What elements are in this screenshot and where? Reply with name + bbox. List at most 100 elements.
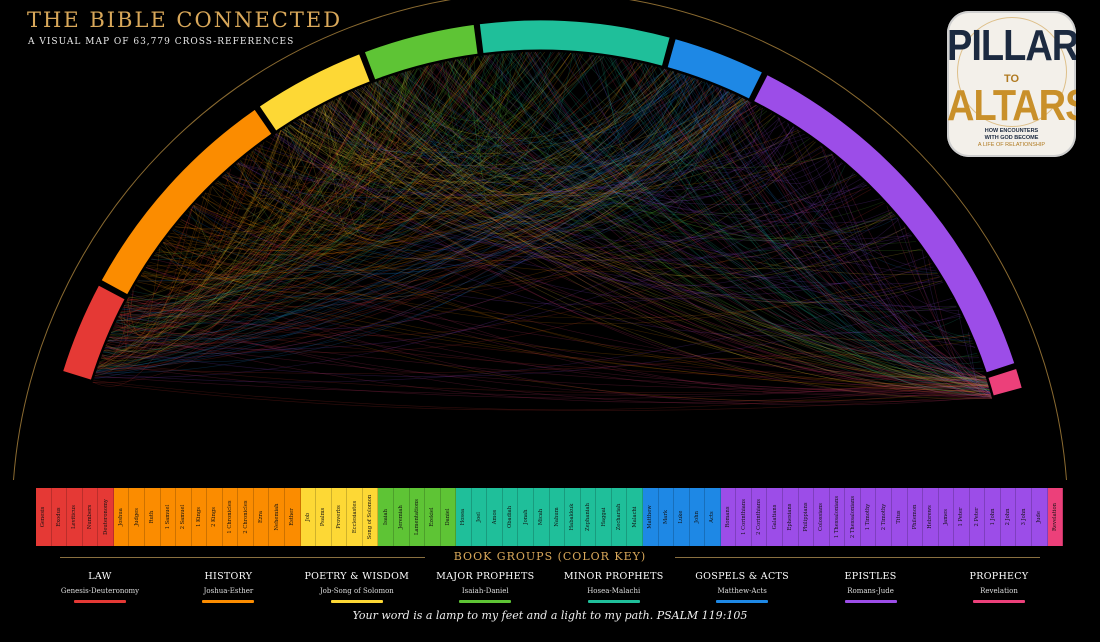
cross-reference-line — [223, 129, 800, 199]
cross-reference-line — [374, 75, 688, 218]
cross-reference-line — [401, 72, 974, 345]
cross-reference-line — [297, 119, 988, 382]
cross-reference-line — [94, 187, 212, 376]
cross-reference-line — [743, 98, 991, 393]
cross-reference-line — [338, 57, 468, 152]
cross-reference-line — [605, 56, 990, 392]
cross-reference-line — [527, 51, 992, 396]
book-strip: Genesis Exodus Leviticus Numbers Deuteronomy… — [36, 488, 1064, 546]
cross-reference-line — [610, 57, 962, 337]
cross-reference-line — [110, 132, 278, 334]
cross-reference-line — [137, 96, 740, 282]
cross-reference-line — [158, 71, 675, 279]
book-label: 2 Timothy — [880, 503, 887, 531]
cross-reference-line — [820, 145, 991, 394]
book-label: 3 John — [1020, 508, 1027, 526]
cross-reference-line — [221, 176, 957, 307]
cross-reference-line — [226, 172, 989, 387]
cross-reference-line — [449, 52, 513, 123]
cross-reference-line — [105, 61, 447, 349]
cross-reference-line — [287, 125, 989, 387]
book-cell: 2 Timothy — [876, 488, 892, 546]
cross-reference-line — [151, 258, 988, 383]
cross-reference-line — [347, 93, 992, 396]
cross-reference-line — [140, 275, 990, 402]
book-cell: 2 Kings — [207, 488, 223, 546]
key-color-swatch — [716, 600, 769, 603]
book-cell: Deuteronomy — [98, 488, 114, 546]
book-label: Jeremiah — [398, 505, 405, 529]
cross-reference-line — [216, 180, 896, 273]
cross-reference-line — [282, 98, 745, 184]
cross-reference-line — [329, 91, 730, 237]
cross-reference-line — [127, 76, 690, 325]
book-label: Jonah — [522, 509, 529, 525]
key-group-name: MAJOR PROPHETS — [436, 571, 535, 582]
cross-reference-line — [115, 64, 434, 329]
cross-reference-line — [165, 55, 485, 290]
cross-reference-line — [306, 105, 758, 170]
cross-reference-line — [671, 70, 990, 391]
cross-reference-line — [682, 74, 983, 369]
cross-reference-line — [355, 85, 715, 180]
cross-reference-line — [118, 74, 686, 324]
book-cell: 1 John — [985, 488, 1001, 546]
cross-reference-line — [236, 53, 575, 226]
cross-reference-line — [123, 87, 720, 311]
book-label: Exodus — [55, 507, 62, 527]
cross-reference-line — [120, 289, 133, 339]
book-cell: Mark — [658, 488, 675, 546]
cross-reference-line — [510, 52, 986, 379]
cross-reference-lines — [92, 51, 993, 411]
logo-tagline-1: HOW ENCOUNTERS — [984, 128, 1039, 134]
cross-reference-line — [164, 97, 743, 272]
cross-reference-line — [227, 102, 329, 208]
book-cell: Hosea — [456, 488, 472, 546]
cross-reference-arc — [13, 0, 1067, 480]
arc-segment-gospels — [666, 38, 764, 100]
cross-reference-line — [706, 82, 986, 381]
cross-reference-line — [163, 241, 989, 388]
book-cell: Nehemiah — [269, 488, 285, 546]
book-cell: Ephesians — [783, 488, 799, 546]
cross-reference-line — [106, 84, 713, 354]
cross-reference-line — [588, 54, 781, 190]
cross-reference-line — [103, 144, 262, 358]
cross-reference-line — [723, 89, 987, 380]
cross-reference-line — [286, 68, 418, 176]
cross-reference-line — [240, 52, 560, 230]
cross-reference-line — [501, 53, 696, 197]
pillars-to-altars-logo[interactable]: PILLARS TO ALTARS HOW ENCOUNTERS WITH GO… — [947, 11, 1076, 157]
cross-reference-line — [680, 73, 991, 394]
book-label: 2 Corinthians — [756, 499, 763, 535]
key-group-range: Joshua-Esther — [203, 587, 254, 595]
cross-reference-line — [293, 81, 705, 158]
cross-reference-line — [323, 77, 694, 147]
arc-segment-minor — [478, 19, 671, 67]
cross-reference-line — [95, 149, 255, 373]
cross-reference-line — [100, 107, 319, 362]
book-label: Matthew — [647, 505, 654, 529]
cross-reference-line — [195, 202, 989, 395]
cross-reference-line — [459, 58, 707, 175]
cross-reference-line — [93, 380, 991, 411]
book-cell: 1 Timothy — [860, 488, 877, 546]
cross-reference-line — [114, 324, 991, 393]
cross-reference-line — [95, 75, 687, 373]
logo-tagline-2: WITH GOD BECOME — [984, 135, 1039, 141]
book-cell: Exodus — [51, 488, 68, 546]
cross-reference-line — [120, 61, 637, 313]
cross-reference-line — [296, 91, 729, 202]
cross-reference-line — [445, 61, 989, 389]
arc-segment-major — [363, 23, 479, 81]
key-group-range: Isaiah-Daniel — [461, 587, 509, 595]
cross-reference-line — [256, 147, 833, 194]
cross-reference-line — [420, 67, 917, 245]
cross-reference-line — [292, 122, 988, 383]
cross-reference-line — [167, 52, 524, 238]
cross-reference-line — [95, 54, 594, 373]
cross-reference-line — [601, 56, 715, 223]
book-cell: Lamentations — [409, 488, 426, 546]
cross-reference-line — [652, 65, 991, 395]
cross-reference-line — [103, 63, 435, 352]
